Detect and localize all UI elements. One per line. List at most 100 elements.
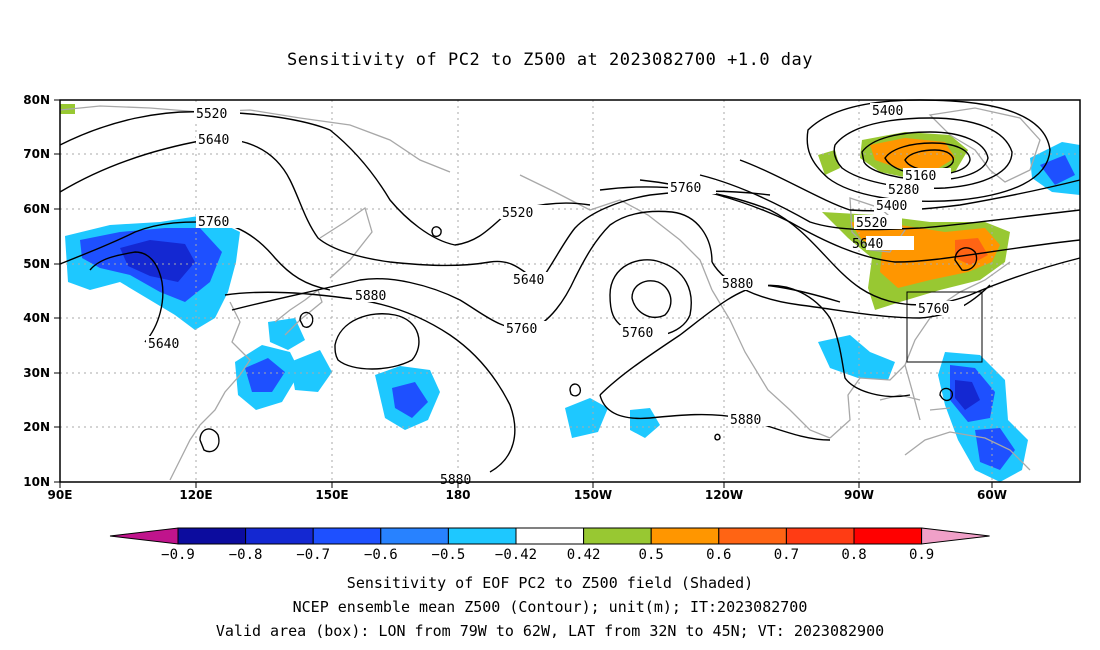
valid-area-box xyxy=(906,291,983,363)
shading-arctic-dark xyxy=(1040,155,1075,185)
colorbar-label: 0.9 xyxy=(909,547,934,563)
contour-label-1: 5640 xyxy=(196,132,242,148)
colorbar-label: −0.9 xyxy=(161,547,195,563)
contour-5880-pac-high xyxy=(334,313,420,370)
svg-text:5760: 5760 xyxy=(198,215,229,230)
colorbar-label: −0.42 xyxy=(495,547,537,563)
colorbar-label: −0.5 xyxy=(432,547,466,563)
contour-label-15: 5160 xyxy=(903,168,951,184)
svg-text:5160: 5160 xyxy=(905,169,936,184)
svg-text:5640: 5640 xyxy=(513,273,544,288)
coastline-siberia xyxy=(59,105,451,173)
shading-atl-core xyxy=(955,380,980,410)
contour-small-loop-4 xyxy=(569,383,582,397)
coastline-kamchatka xyxy=(319,206,373,279)
svg-text:5640: 5640 xyxy=(148,337,179,352)
lon-label-60w: 60W xyxy=(977,488,1007,502)
shading-cpac-dark xyxy=(392,382,428,418)
coastlines xyxy=(59,105,1041,481)
colorbar: −0.9 −0.8 −0.7 −0.6 −0.5 −0.42 0.42 0.5 0.6 0.7 0.… xyxy=(109,527,990,563)
colorbar-label: 0.6 xyxy=(706,547,731,563)
svg-text:5760: 5760 xyxy=(622,326,653,341)
lon-label-150e: 150E xyxy=(315,488,348,502)
lat-label-70n: 70N xyxy=(23,147,50,161)
contour-small-loop-6 xyxy=(939,387,954,402)
lat-label-30n: 30N xyxy=(23,366,50,380)
shading-cpac2-light xyxy=(565,398,608,438)
lat-label-60n: 60N xyxy=(23,202,50,216)
contour-label-20: 5760 xyxy=(916,301,964,317)
colorbar-label: 0.8 xyxy=(841,547,866,563)
shading-wpac-dark xyxy=(245,358,285,392)
contour-label-group: 5520 5640 5760 5880 5520 5640 5760 5760 … xyxy=(146,103,964,488)
map-frame xyxy=(59,99,1081,483)
colorbar-swatch xyxy=(515,527,585,545)
colorbar-swatch xyxy=(853,527,923,545)
contour-small-loop-3 xyxy=(954,247,978,271)
contour-5880-south xyxy=(599,394,831,441)
graticule xyxy=(60,100,1080,482)
coastline-greenland xyxy=(928,107,1041,183)
shading-gulf-light xyxy=(818,335,895,380)
map-title: Sensitivity of PC2 to Z500 at 2023082700… xyxy=(286,50,813,70)
coastline-east-asia xyxy=(169,301,251,481)
svg-text:5280: 5280 xyxy=(888,183,919,198)
svg-text:5640: 5640 xyxy=(852,237,883,252)
colorbar-swatch xyxy=(245,527,314,545)
contour-label-17: 5400 xyxy=(874,198,922,214)
svg-text:5400: 5400 xyxy=(876,199,907,214)
shading-wpac3-light xyxy=(290,350,332,392)
caption-line-3: Valid area (box): LON from 79W to 62W, L… xyxy=(215,622,885,640)
lat-label-80n: 80N xyxy=(23,93,50,107)
lon-label-180: 180 xyxy=(445,488,470,502)
coastline-na-east xyxy=(904,261,1011,366)
latitude-labels: 80N 70N 60N 50N 40N 30N 20N 10N xyxy=(23,93,50,489)
contour-label-10: 5880 xyxy=(720,276,768,292)
sensitivity-shading xyxy=(60,104,1080,482)
contour-label-14: 5400 xyxy=(870,103,918,119)
colorbar-swatch xyxy=(447,527,517,545)
contour-5760-high-ellipse xyxy=(609,259,692,337)
contour-small-loop-7 xyxy=(714,433,721,441)
colorbar-label: −0.7 xyxy=(296,547,330,563)
contour-small-loop-5 xyxy=(199,428,220,453)
contour-label-3: 5880 xyxy=(352,288,400,304)
contour-label-8: 5640 xyxy=(852,236,914,252)
contour-label-16: 5280 xyxy=(886,182,934,198)
contour-5520-wave xyxy=(699,174,1081,231)
svg-text:5760: 5760 xyxy=(506,322,537,337)
lon-label-150w: 150W xyxy=(574,488,612,502)
contour-5280-low xyxy=(833,117,1013,189)
colorbar-extend-high xyxy=(921,527,990,545)
contour-label-18: 5520 xyxy=(854,215,902,231)
contour-label-5: 5640 xyxy=(510,272,558,288)
contour-label-7: 5760 xyxy=(620,325,668,341)
caption-line-2: NCEP ensemble mean Z500 (Contour); unit(… xyxy=(292,598,808,616)
coastline-gulf xyxy=(829,363,921,439)
contour-5160-low xyxy=(861,131,989,181)
coastline-alaska xyxy=(519,174,713,291)
lat-label-20n: 20N xyxy=(23,420,50,434)
contour-label-12: 5880 xyxy=(438,472,486,488)
colorbar-label: −0.6 xyxy=(364,547,398,563)
svg-text:5520: 5520 xyxy=(856,216,887,231)
contour-label-6: 5760 xyxy=(504,321,552,337)
svg-text:5880: 5880 xyxy=(355,289,386,304)
svg-text:5880: 5880 xyxy=(722,277,753,292)
lat-label-40n: 40N xyxy=(23,311,50,325)
svg-text:5520: 5520 xyxy=(196,107,227,122)
shading-pos-east-dark xyxy=(955,238,988,265)
colorbar-swatch xyxy=(718,527,787,545)
colorbar-swatch xyxy=(177,527,247,545)
svg-text:5640: 5640 xyxy=(198,133,229,148)
contour-label-4: 5520 xyxy=(500,205,548,221)
contour-label-9: 5760 xyxy=(668,180,716,196)
colorbar-label: 0.7 xyxy=(774,547,799,563)
colorbar-label: −0.8 xyxy=(229,547,263,563)
svg-text:5520: 5520 xyxy=(502,206,533,221)
contour-5760-asia-loop xyxy=(89,251,164,343)
colorbar-extend-low xyxy=(109,527,179,545)
svg-text:5400: 5400 xyxy=(872,104,903,119)
coastline-caribbean xyxy=(879,394,951,411)
lon-label-120w: 120W xyxy=(705,488,743,502)
